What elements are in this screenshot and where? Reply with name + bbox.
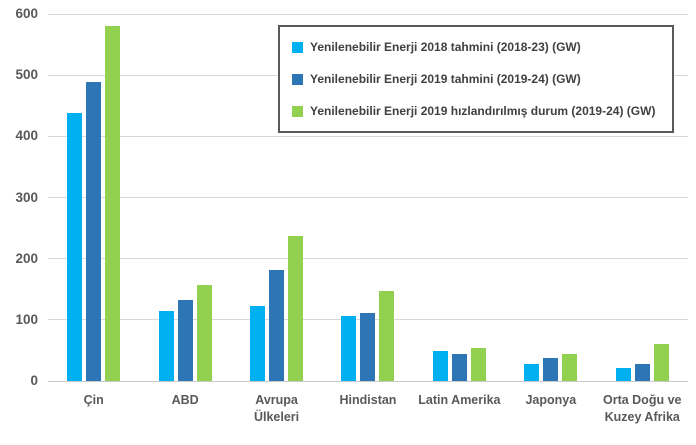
bar-group-0	[48, 14, 139, 381]
legend-item-0: Yenilenebilir Enerji 2018 tahmini (2018-…	[292, 40, 660, 54]
bar-group-4	[414, 14, 505, 381]
y-tick-label-400: 400	[15, 128, 38, 144]
y-tick-label-0: 0	[30, 373, 38, 388]
bar-groups	[48, 14, 688, 381]
bar-series2-5	[562, 353, 578, 381]
legend: Yenilenebilir Enerji 2018 tahmini (2018-…	[278, 25, 674, 133]
x-label-2: Avrupa Ülkeleri	[253, 393, 300, 424]
bar-group-2	[231, 14, 322, 381]
legend-item-2: Yenilenebilir Enerji 2019 hızlandırılmış…	[292, 104, 660, 118]
gridline-600	[48, 13, 688, 15]
x-label-4: Latin Amerika	[418, 393, 501, 407]
bar-series2-3	[379, 290, 395, 381]
bar-series1-0	[86, 81, 102, 381]
bar-series0-2	[250, 305, 266, 381]
bar-series2-2	[288, 236, 304, 381]
bar-series2-0	[105, 26, 121, 381]
x-label-1: ABD	[171, 393, 199, 407]
bar-series0-3	[341, 316, 357, 381]
bar-series0-4	[432, 351, 448, 381]
legend-marker-icon	[292, 73, 303, 85]
x-label-0: Çin	[83, 393, 104, 407]
bar-group-1	[139, 14, 230, 381]
plot-area	[48, 13, 688, 382]
legend-label: Yenilenebilir Enerji 2019 hızlandırılmış…	[310, 104, 656, 118]
legend-marker-icon	[292, 105, 303, 117]
legend-label: Yenilenebilir Enerji 2018 tahmini (2018-…	[310, 40, 581, 54]
y-tick-label-300: 300	[15, 189, 38, 205]
bar-group-3	[322, 14, 413, 381]
gridline-300	[48, 197, 688, 198]
bar-series0-5	[524, 363, 540, 381]
legend-item-1: Yenilenebilir Enerji 2019 tahmini (2019-…	[292, 72, 660, 86]
bar-group-5	[505, 14, 596, 381]
bar-series0-6	[615, 367, 631, 381]
bar-series1-4	[451, 354, 467, 381]
bar-series1-1	[177, 300, 193, 381]
bar-series1-5	[543, 358, 559, 381]
bar-series2-4	[470, 348, 486, 381]
gridline-400	[48, 135, 688, 137]
y-tick-label-100: 100	[15, 311, 38, 327]
legend-marker-icon	[292, 41, 303, 53]
bar-series2-1	[196, 285, 212, 381]
bar-series1-6	[634, 363, 650, 381]
gridline-200	[48, 258, 688, 260]
x-axis-category-labels: Çin ABD Avrupa Ülkeleri Hindistan Latin Amer…	[48, 392, 688, 426]
y-tick-label-600: 600	[15, 6, 38, 21]
x-label-6: Orta Doğu ve Kuzey Afrika	[602, 393, 682, 424]
bar-group-6	[597, 14, 688, 381]
bar-series2-6	[653, 343, 669, 381]
y-tick-label-200: 200	[15, 250, 38, 266]
bar-series0-0	[67, 113, 83, 381]
x-label-3: Hindistan	[339, 393, 397, 407]
y-tick-label-500: 500	[15, 67, 38, 83]
x-label-5: Japonya	[525, 393, 577, 407]
bar-series0-1	[158, 310, 174, 381]
bar-series1-3	[360, 313, 376, 381]
legend-label: Yenilenebilir Enerji 2019 tahmini (2019-…	[310, 72, 581, 86]
bar-series1-2	[269, 269, 285, 381]
